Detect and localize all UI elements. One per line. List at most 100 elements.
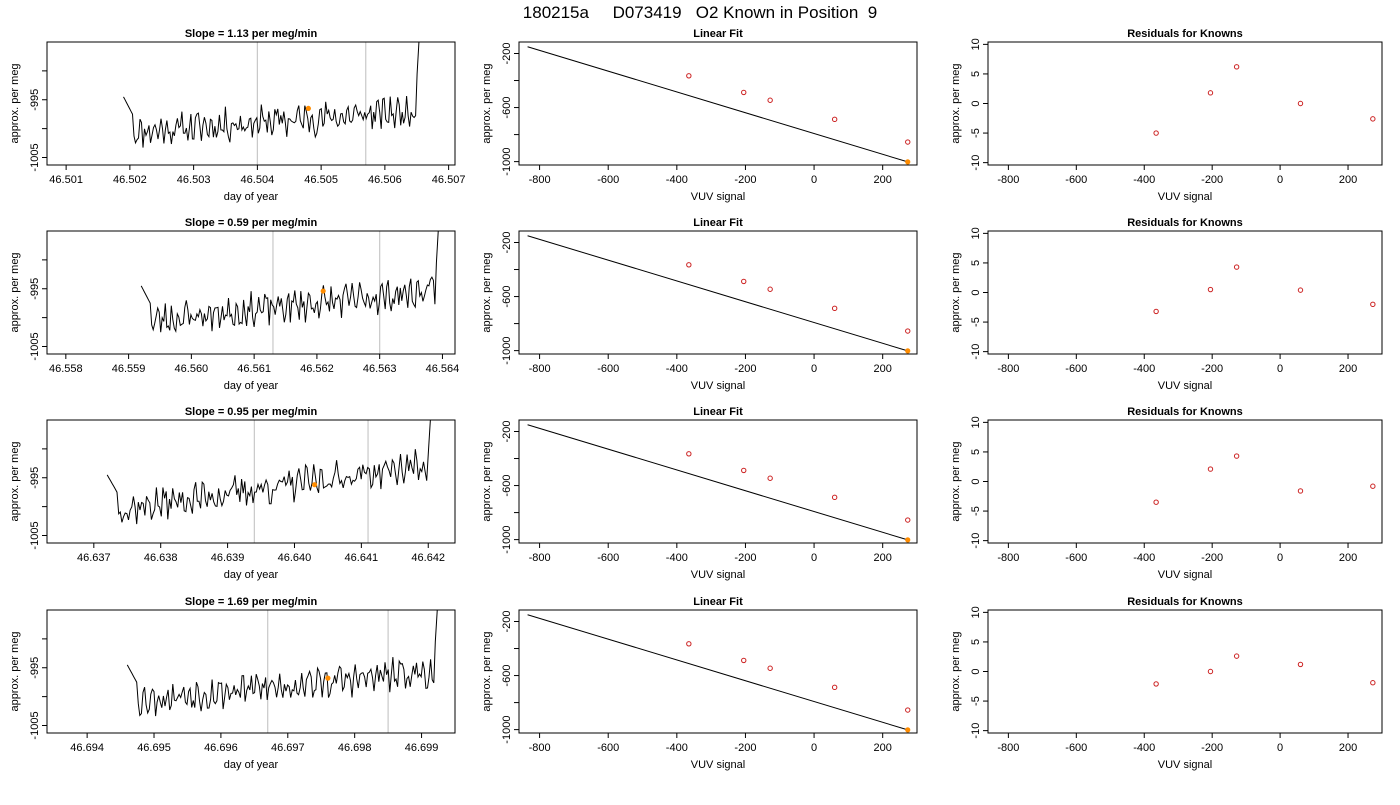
time-series-trace [123,42,420,148]
x-tick-label: 46.695 [137,742,171,754]
x-tick-label: 200 [1339,742,1357,754]
x-tick-label: -200 [734,552,756,564]
x-tick-label: 200 [1339,174,1357,186]
fit-line [527,46,908,163]
y-tick-label: -1000 [501,526,513,554]
x-tick-label: 0 [811,363,817,375]
y-axis-label: approx. per meg [950,252,962,332]
x-axis-label: VUV signal [691,569,745,581]
x-tick-label: -400 [666,174,688,186]
x-tick-label: 200 [1339,363,1357,375]
panel-title: Slope = 0.95 per meg/min [185,406,318,418]
data-point [1233,453,1240,459]
y-tick-label: -200 [501,420,513,442]
x-axis-label: day of year [224,380,279,392]
data-point [1207,466,1214,472]
x-tick-label: -800 [997,363,1019,375]
data-point [1207,286,1214,293]
x-tick-label: -800 [529,363,551,375]
x-tick-label: 46.699 [405,742,439,754]
x-tick-label: -600 [597,742,619,754]
x-tick-label: 46.564 [426,363,460,375]
data-point [1153,308,1159,315]
x-tick-label: 0 [811,174,817,186]
panel-title: Linear Fit [693,217,743,229]
y-tick-label: -995 [29,89,41,111]
figure-title: 180215a D073419 O2 Known in Position 9 [523,3,877,22]
x-tick-label: 0 [1277,742,1283,754]
x-tick-label: 46.505 [304,174,338,186]
x-tick-label: -200 [734,742,756,754]
x-tick-label: -400 [666,552,688,564]
x-tick-label: 46.563 [363,363,397,375]
x-tick-label: 46.507 [432,174,466,186]
panel-title: Residuals for Knowns [1127,596,1243,608]
y-tick-label: -1000 [501,337,513,365]
data-point [686,641,692,647]
data-point [905,517,911,523]
x-tick-label: 46.504 [241,174,275,186]
x-tick-label: -600 [597,552,619,564]
plot-frame [987,609,1383,734]
plot-frame [518,419,918,544]
highlight-point [320,288,326,294]
y-tick-label: -5 [970,128,982,138]
x-tick-label: -600 [1065,742,1087,754]
panel-3-0: 46.694 46.695 46.696 46.697 46.698 46.699 -100… [9,596,456,771]
data-point [1153,681,1159,687]
data-point [1370,680,1376,686]
x-axis-label: VUV signal [691,191,745,203]
y-tick-label: -1005 [29,711,41,739]
x-tick-label: 46.559 [112,363,146,375]
x-tick-label: 46.642 [411,552,445,564]
x-tick-label: 46.562 [300,363,334,375]
data-point [741,278,747,285]
y-tick-label: 10 [970,606,982,618]
plot-frame [46,419,456,544]
data-point [831,494,838,501]
x-axis-label: VUV signal [1158,380,1212,392]
y-tick-label: -1005 [29,332,41,360]
data-point [1233,653,1240,659]
data-point [1297,100,1304,107]
x-tick-label: -600 [1065,363,1087,375]
x-tick-label: -200 [1201,742,1223,754]
time-series-trace [126,610,438,717]
x-tick-label: 46.560 [175,363,209,375]
y-axis-label: approx. per meg [9,63,21,143]
x-tick-label: -200 [1201,174,1223,186]
x-tick-label: -200 [734,174,756,186]
x-tick-label: -800 [529,174,551,186]
y-tick-label: 10 [970,38,982,50]
x-tick-label: 46.638 [144,552,178,564]
panel-2-1: -800 -600 -400 -200 0 200 -1000 -600 -200 Linear … [481,406,918,581]
data-point [741,657,747,664]
y-tick-label: 0 [970,478,982,484]
x-tick-label: 0 [811,742,817,754]
highlight-point [311,482,318,488]
data-point [1370,116,1376,122]
panel-title: Residuals for Knowns [1127,406,1243,418]
y-axis-label: approx. per meg [481,441,493,521]
y-tick-label: -600 [501,475,513,497]
data-point [1153,499,1159,505]
data-point [1370,301,1376,308]
data-point [767,475,773,481]
x-tick-label: 46.637 [77,552,111,564]
y-tick-label: 5 [970,260,982,266]
x-tick-label: -800 [529,552,551,564]
panel-2-0: 46.637 46.638 46.639 46.640 46.641 46.642 -100… [9,406,456,581]
data-point [767,286,773,292]
y-tick-label: -10 [970,344,982,360]
x-tick-label: 46.558 [49,363,83,375]
plot-frame [46,609,456,734]
plot-frame [518,609,918,734]
y-tick-label: 10 [970,416,982,428]
x-tick-label: 200 [874,363,892,375]
data-point [741,89,747,96]
x-axis-label: day of year [224,759,279,771]
fit-line [527,424,908,541]
y-tick-label: -1005 [29,521,41,549]
x-tick-label: -400 [666,742,688,754]
